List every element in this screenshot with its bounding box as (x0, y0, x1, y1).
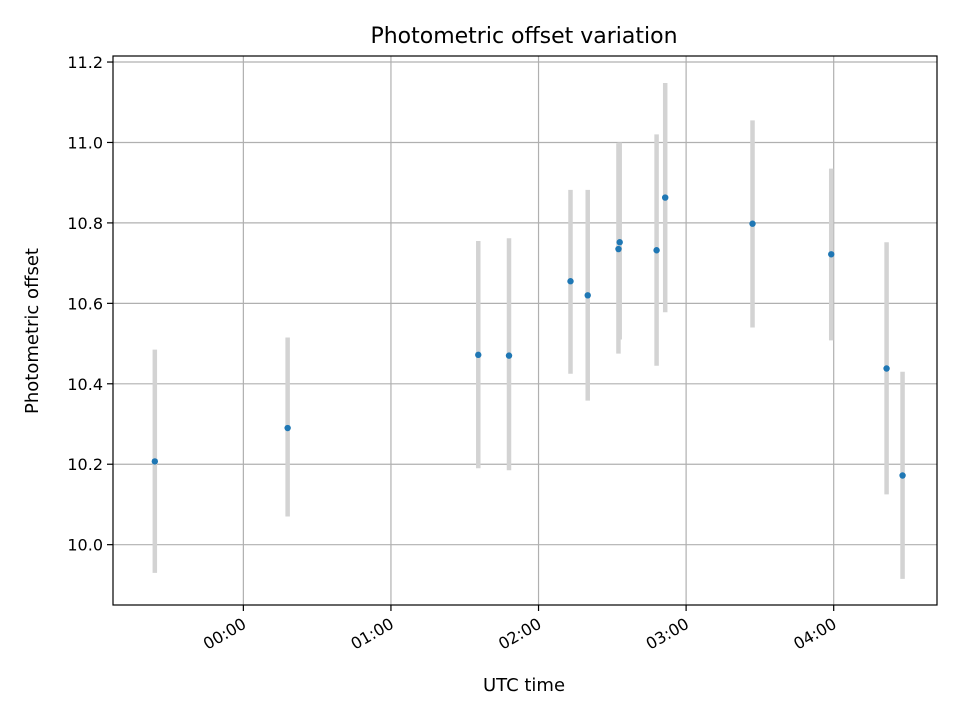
axis-ticks: 00:00 01:00 02:00 03:00 04:00 10.0 10.2 10.4 10.… (67, 53, 839, 653)
grid-lines (113, 56, 937, 605)
data-point (653, 247, 660, 254)
x-tick-label: 00:00 (200, 614, 249, 654)
y-tick-label: 10.6 (67, 294, 103, 313)
x-tick-label: 04:00 (790, 614, 839, 654)
data-point (505, 352, 513, 359)
y-tick-label: 10.2 (67, 455, 103, 474)
y-tick-label: 11.0 (67, 133, 103, 152)
y-tick-label: 11.2 (67, 53, 103, 72)
x-tick-label: 02:00 (495, 614, 544, 654)
data-point (828, 251, 835, 258)
x-tick-label: 03:00 (643, 614, 692, 654)
y-tick-label: 10.8 (67, 214, 103, 233)
data-point (899, 472, 906, 479)
data-point (475, 351, 482, 359)
data-point (749, 220, 756, 227)
y-tick-label: 10.4 (67, 375, 103, 394)
data-point (615, 245, 622, 253)
plot-area-frame (112, 55, 938, 606)
chart-title: Photometric offset variation (370, 24, 677, 49)
x-axis-label: UTC time (483, 675, 565, 696)
data-point (567, 278, 574, 285)
y-axis-label: Photometric offset (22, 248, 43, 414)
data-point (284, 424, 291, 432)
y-tick-label: 10.0 (67, 536, 103, 555)
data-points (151, 194, 906, 479)
data-point (662, 194, 669, 201)
x-tick-label: 01:00 (348, 614, 397, 654)
data-point (883, 365, 890, 372)
data-point (584, 292, 591, 299)
data-point (151, 458, 159, 465)
error-bars (152, 82, 905, 579)
data-point (616, 239, 623, 246)
